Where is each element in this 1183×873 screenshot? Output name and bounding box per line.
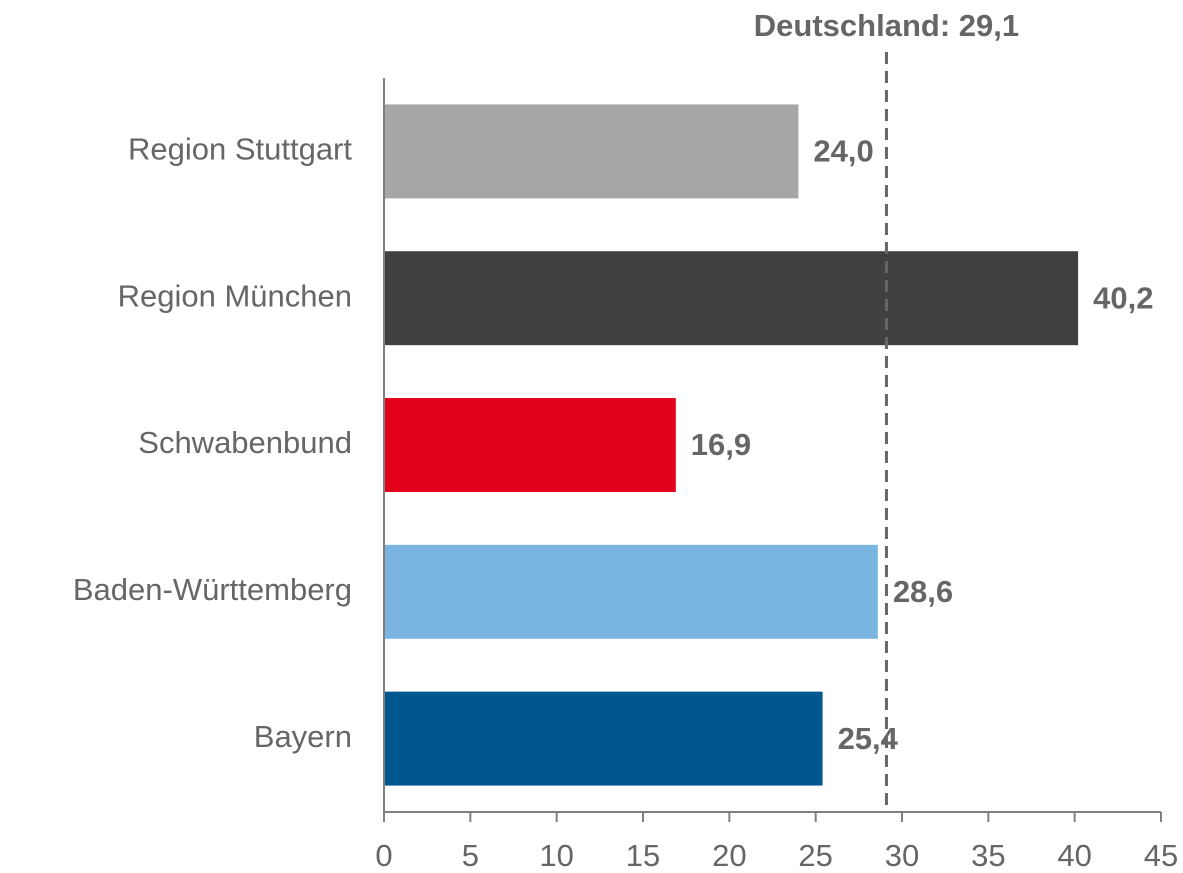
- bar: [384, 251, 1079, 346]
- category-label: Schwabenbund: [138, 425, 352, 460]
- bar: [384, 544, 878, 639]
- category-label: Baden-Württemberg: [73, 572, 352, 607]
- value-label: 28,6: [893, 574, 953, 609]
- x-tick-label: 30: [885, 838, 919, 873]
- bar: [384, 398, 676, 492]
- x-tick-label: 20: [712, 838, 746, 873]
- x-tick-label: 40: [1057, 838, 1091, 873]
- category-label: Bayern: [254, 719, 352, 754]
- x-tick-label: 35: [971, 838, 1005, 873]
- reference-label: Deutschland: 29,1: [754, 8, 1019, 43]
- x-tick-label: 45: [1144, 838, 1178, 873]
- x-tick-label: 25: [798, 838, 832, 873]
- value-label: 25,4: [838, 721, 899, 756]
- bar: [384, 104, 799, 199]
- value-label: 40,2: [1093, 280, 1153, 315]
- category-label: Region Stuttgart: [128, 132, 352, 167]
- value-label: 24,0: [813, 134, 873, 169]
- category-label: Region München: [118, 278, 352, 313]
- x-tick-label: 10: [539, 838, 573, 873]
- x-tick-label: 0: [375, 838, 392, 873]
- x-tick-label: 5: [462, 838, 479, 873]
- value-label: 16,9: [691, 427, 751, 462]
- bar: [384, 691, 823, 786]
- x-tick-label: 15: [626, 838, 660, 873]
